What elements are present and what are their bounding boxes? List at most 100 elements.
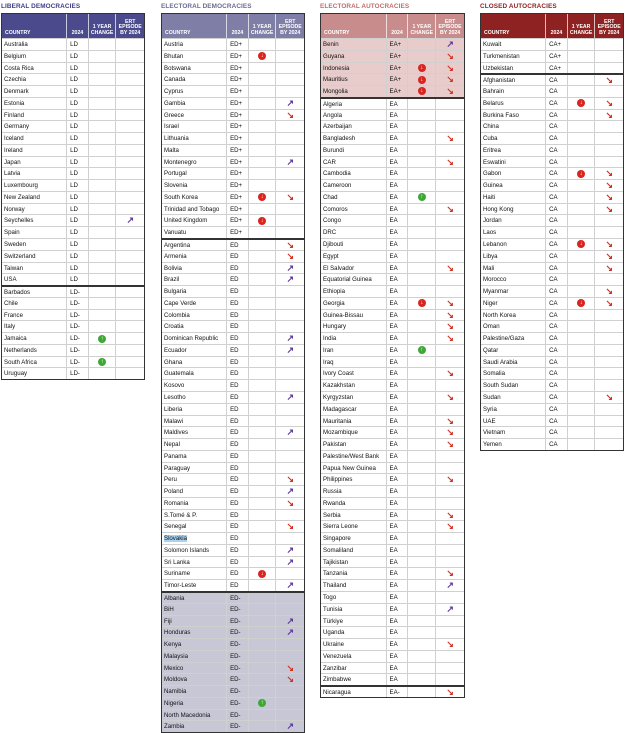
country-name: Slovenia bbox=[164, 182, 188, 190]
table-row: Niger CA ↓ ↘ bbox=[481, 296, 623, 309]
column-header-year: 2024 bbox=[385, 14, 408, 38]
ert-episode-cell: ↘ bbox=[594, 180, 623, 191]
table-row: Gambia ED+ ↗ bbox=[162, 96, 304, 109]
regime-table: COUNTRY 2024 1 YEAR CHANGE ERT EPISODE BY 2… bbox=[320, 13, 465, 698]
country-name: Jamaica bbox=[4, 335, 27, 343]
ert-episode-cell: ↘ bbox=[275, 474, 304, 486]
country-name: Benin bbox=[323, 41, 339, 48]
one-year-change-cell bbox=[247, 450, 276, 462]
regime-code: EA+ bbox=[385, 50, 408, 62]
downgrade-circle-icon: ↓ bbox=[258, 52, 267, 61]
country-name: Dominican Republic bbox=[164, 335, 219, 343]
one-year-change-cell bbox=[87, 368, 116, 380]
country-name: Sweden bbox=[4, 241, 27, 249]
ert-episode-cell bbox=[115, 333, 144, 344]
one-year-change-cell bbox=[566, 227, 595, 239]
country-name: Bolivia bbox=[164, 264, 182, 272]
ert-episode-cell bbox=[594, 62, 623, 74]
ert-episode-cell bbox=[275, 697, 304, 709]
country-name: Guinea bbox=[483, 182, 503, 190]
regime-code: CA bbox=[545, 391, 567, 403]
ert-episode-cell: ↘ bbox=[594, 109, 623, 121]
autocratization-arrow-icon: ↘ bbox=[446, 415, 454, 426]
country-name: Pakistan bbox=[323, 441, 347, 449]
table-row: Argentina ED ↘ bbox=[162, 238, 304, 250]
ert-episode-cell bbox=[435, 286, 464, 297]
one-year-change-cell bbox=[566, 333, 595, 344]
table-row: Kyrgyzstan EA ↘ bbox=[321, 390, 464, 403]
regime-code: LD bbox=[66, 50, 88, 62]
regime-code: CA bbox=[545, 286, 567, 297]
ert-episode-cell bbox=[275, 462, 304, 474]
country-name: North Korea bbox=[483, 311, 516, 319]
table-row: Estonia LD bbox=[2, 96, 144, 109]
table-row: Ivory Coast EA ↘ bbox=[321, 367, 464, 380]
one-year-change-cell bbox=[247, 486, 276, 497]
regime-code: CA bbox=[545, 121, 567, 133]
ert-episode-cell: ↘ bbox=[435, 203, 464, 215]
country-name: Serbia bbox=[323, 511, 341, 519]
table-row: Papua New Guinea EA bbox=[321, 461, 464, 474]
ert-episode-cell bbox=[435, 403, 464, 415]
country-name: Palestine/Gaza bbox=[483, 335, 525, 343]
one-year-change-cell: ↓ bbox=[247, 50, 276, 62]
panel-title: LIBERAL DEMOCRACIES bbox=[1, 3, 81, 10]
ert-episode-cell: ↘ bbox=[275, 109, 304, 121]
regime-code: CA bbox=[545, 380, 567, 391]
country-name: Moldova bbox=[164, 676, 188, 684]
ert-episode-cell: ↗ bbox=[435, 39, 464, 50]
one-year-change-cell bbox=[247, 321, 276, 333]
ert-episode-cell bbox=[275, 639, 304, 650]
one-year-change-cell bbox=[247, 462, 276, 474]
country-name: Morocco bbox=[483, 276, 507, 284]
table-row: Vanuatu ED+ bbox=[162, 226, 304, 239]
panel-title: ELECTORAL AUTOCRACIES bbox=[320, 3, 410, 10]
country-name: Tajikistan bbox=[323, 558, 349, 566]
ert-episode-cell bbox=[275, 168, 304, 180]
table-row: Kosovo ED bbox=[162, 379, 304, 391]
country-name: Papua New Guinea bbox=[323, 464, 376, 472]
ert-episode-cell: ↗ bbox=[275, 97, 304, 109]
table-row: Tunisia EA ↗ bbox=[321, 602, 464, 615]
regime-code: EA- bbox=[385, 687, 408, 697]
country-name: Singapore bbox=[323, 535, 351, 543]
one-year-change-cell bbox=[247, 603, 276, 615]
one-year-change-cell bbox=[407, 415, 435, 427]
column-header-change: 1 YEAR CHANGE bbox=[566, 14, 595, 38]
table-row: Timor-Leste ED ↗ bbox=[162, 579, 304, 591]
autocratization-arrow-icon: ↘ bbox=[605, 391, 613, 402]
table-row: South Africa LD- ↑ bbox=[2, 355, 144, 368]
one-year-change-cell bbox=[407, 309, 435, 321]
ert-episode-cell: ↗ bbox=[275, 156, 304, 168]
regime-code: ED+ bbox=[226, 62, 248, 74]
table-row: India EA ↘ bbox=[321, 332, 464, 344]
one-year-change-cell bbox=[87, 321, 116, 333]
country-name: Zambia bbox=[164, 723, 185, 731]
regime-code: ED+ bbox=[226, 227, 248, 239]
one-year-change-cell bbox=[247, 97, 276, 109]
one-year-change-cell: ↑ bbox=[247, 697, 276, 709]
country-name: New Zealand bbox=[4, 193, 40, 201]
country-name: S.Tomé & P. bbox=[164, 511, 198, 519]
country-name: Malawi bbox=[164, 417, 183, 425]
country-name: Hungary bbox=[323, 323, 347, 331]
panel-electoral-autocracies: ELECTORAL AUTOCRACIES COUNTRY 2024 1 YEAR … bbox=[320, 0, 465, 698]
ert-episode-cell: ↘ bbox=[435, 74, 464, 86]
autocratization-arrow-icon: ↘ bbox=[605, 250, 613, 261]
ert-episode-cell bbox=[594, 380, 623, 391]
table-row: Solomon Islands ED ↗ bbox=[162, 543, 304, 556]
one-year-change-cell bbox=[407, 603, 435, 615]
regime-code: CA bbox=[545, 227, 567, 239]
country-name: Trinidad and Tobago bbox=[164, 205, 220, 213]
one-year-change-cell bbox=[247, 297, 276, 309]
one-year-change-cell bbox=[566, 215, 595, 227]
regime-code: LD bbox=[66, 262, 88, 274]
country-name: Ireland bbox=[4, 146, 23, 154]
country-name: Albania bbox=[164, 594, 185, 602]
one-year-change-cell: ↓ bbox=[566, 239, 595, 250]
ert-episode-cell: ↘ bbox=[594, 297, 623, 309]
country-name: Liberia bbox=[164, 405, 183, 413]
table-row: Equatorial Guinea EA bbox=[321, 273, 464, 286]
one-year-change-cell bbox=[87, 39, 116, 50]
one-year-change-cell bbox=[87, 203, 116, 215]
